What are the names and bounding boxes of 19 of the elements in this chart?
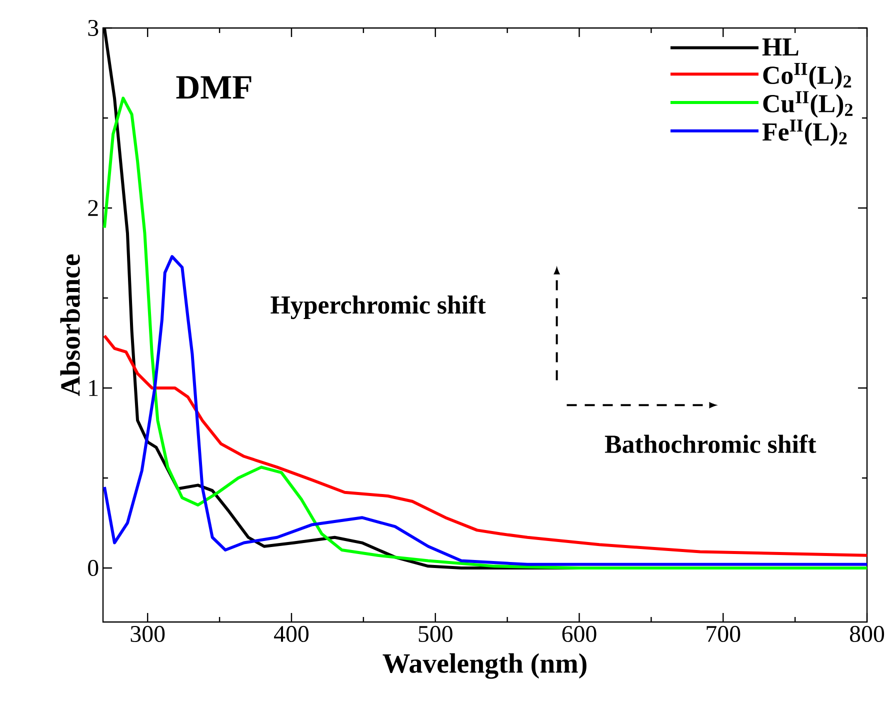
x-tick-label: 500 — [418, 626, 452, 642]
y-axis-title: Absorbance — [60, 254, 80, 396]
y-tick-label: 2 — [88, 200, 98, 216]
x-tick-label: 300 — [130, 626, 165, 642]
y-tick-label: 1 — [89, 380, 98, 396]
x-tick-label: 700 — [706, 626, 740, 642]
y-tick-label: 3 — [88, 20, 98, 36]
annotation: Bathochromic shift — [604, 434, 816, 454]
y-tick-label: 0 — [88, 560, 98, 576]
legend-label: Co$^{II}$(L)$_{2}$ — [763, 62, 852, 90]
legend-label: Fe$^{II}$(L)$_{2}$ — [762, 120, 847, 146]
legend-label: HL — [762, 38, 798, 56]
legend-label: Cu$^{II}$(L)$_{2}$ — [763, 91, 853, 118]
x-tick-label: 800 — [850, 626, 884, 642]
annotation: DMF — [176, 76, 252, 99]
x-tick-label: 400 — [274, 626, 309, 642]
annotation: Hyperchromic shift — [270, 295, 486, 320]
x-tick-label: 600 — [562, 626, 596, 642]
x-axis-title: Wavelength (nm) — [382, 653, 586, 679]
